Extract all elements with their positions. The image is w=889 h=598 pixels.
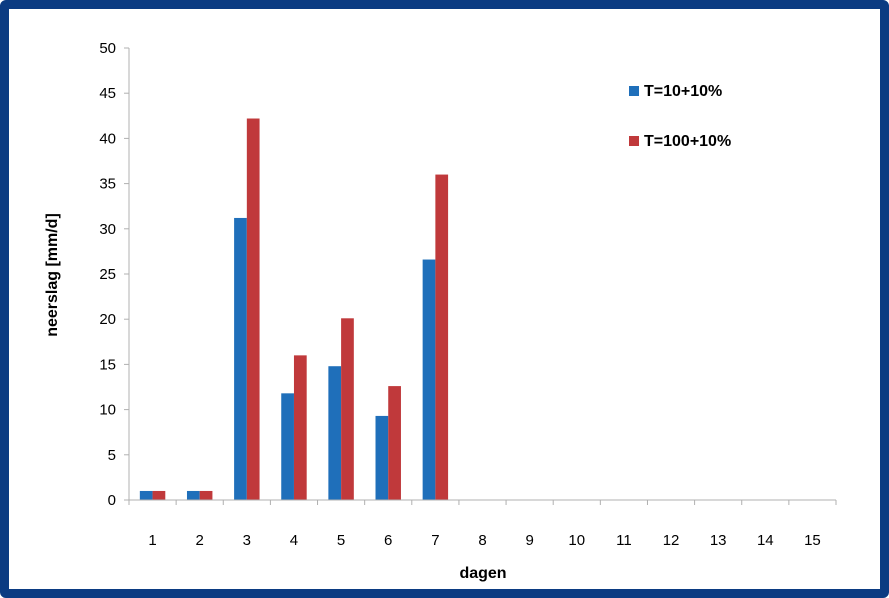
bar-t100-day-4	[293, 355, 307, 500]
bar-t100-day-3	[246, 118, 260, 501]
bar-t10-day-4	[281, 393, 294, 500]
x-tick-label: 13	[710, 532, 727, 549]
bar-t10-day-3	[234, 217, 247, 500]
y-tick-label: 30	[99, 221, 116, 238]
x-tick-label: 11	[616, 532, 632, 549]
y-tick-label: 10	[99, 402, 116, 419]
y-tick-label: 15	[99, 356, 116, 373]
x-tick-label: 12	[663, 532, 680, 549]
y-tick-label: 25	[99, 266, 116, 283]
legend: T=10+10% T=100+10%	[629, 83, 731, 150]
y-tick-label: 40	[99, 130, 116, 147]
x-tick-label: 3	[243, 532, 251, 549]
x-tick-label: 14	[757, 532, 774, 549]
y-tick-label: 35	[99, 176, 116, 193]
bars	[139, 118, 449, 501]
y-tick-label: 0	[108, 492, 116, 509]
legend-swatch	[629, 86, 639, 96]
x-tick-label: 9	[525, 532, 533, 549]
x-tick-label: 4	[290, 532, 298, 549]
legend-swatch	[629, 136, 639, 146]
bar-t10-day-1	[139, 490, 153, 500]
bar-t100-day-1	[152, 490, 166, 500]
x-tick-label: 5	[337, 532, 345, 549]
y-tick-label: 45	[99, 85, 116, 102]
y-axis-title: neerslag [mm/d]	[44, 213, 61, 337]
x-tick-label: 2	[196, 532, 204, 549]
legend-label: T=10+10%	[644, 83, 722, 100]
bar-t10-day-5	[328, 366, 342, 500]
bar-t10-day-6	[375, 415, 389, 500]
bar-t100-day-6	[388, 386, 401, 500]
x-tick-label: 6	[384, 532, 392, 549]
x-tick-label: 8	[478, 532, 486, 549]
x-axis-title: dagen	[459, 565, 506, 582]
bar-t100-day-5	[341, 318, 354, 500]
x-tick-label: 10	[568, 532, 585, 549]
y-tick-label: 50	[99, 40, 116, 57]
bar-t100-day-7	[435, 174, 449, 500]
x-tick-label: 15	[804, 532, 821, 549]
y-tick-label: 5	[108, 447, 116, 464]
bar-t100-day-2	[199, 490, 213, 500]
x-axis-ticks: 1 2 3 4 5 6 7 8 9 10 11 12 13 14 15	[128, 500, 837, 549]
legend-label: T=100+10%	[644, 133, 731, 150]
bar-t10-day-7	[422, 259, 436, 500]
bar-t10-day-2	[186, 490, 200, 500]
y-axis-ticks: 0 5 10 15 20 25 30 35 40 45 50	[99, 40, 129, 509]
x-tick-label: 7	[431, 532, 439, 549]
x-tick-label: 1	[148, 532, 156, 549]
y-tick-label: 20	[99, 311, 116, 328]
